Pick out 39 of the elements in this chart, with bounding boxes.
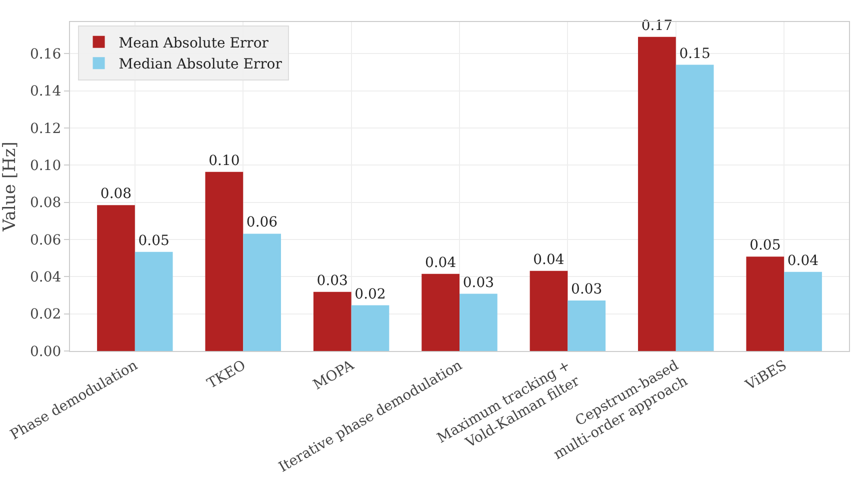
bar (460, 294, 498, 351)
data-label: 0.04 (533, 252, 564, 268)
y-axis-title: Value [Hz] (0, 142, 20, 232)
bar (243, 234, 281, 351)
data-label: 0.15 (679, 46, 710, 62)
bar (638, 36, 676, 351)
text: 0.08 (30, 195, 62, 212)
bar (351, 305, 390, 351)
bar (422, 274, 460, 351)
data-label: 0.04 (424, 254, 456, 271)
text: 0.16 (30, 46, 62, 62)
text: 0.06 (30, 232, 62, 248)
text: 0.04 (30, 270, 62, 286)
data-label: 0.10 (208, 152, 240, 169)
bar (205, 172, 244, 351)
text: 0.02 (30, 306, 62, 323)
data-label: 0.05 (138, 232, 170, 249)
data-label: 0.04 (787, 252, 819, 269)
bar (134, 252, 173, 351)
bar (313, 292, 352, 351)
data-label: 0.03 (571, 281, 602, 298)
data-label: 0.08 (100, 186, 132, 202)
legend-label: Median Absolute Error (118, 56, 282, 73)
legend-label: Mean Absolute Error (118, 35, 269, 52)
text: 0.12 (30, 120, 62, 137)
data-label: 0.03 (462, 274, 494, 291)
data-label: 0.05 (750, 238, 781, 254)
data-label: 0.02 (354, 286, 386, 302)
bar (784, 272, 822, 351)
text: 0.00 (30, 344, 62, 360)
bar (746, 256, 784, 351)
bar (530, 270, 568, 351)
text: 0.10 (30, 158, 62, 174)
bar (676, 64, 714, 351)
data-label: 0.03 (316, 272, 348, 289)
data-label: 0.06 (246, 214, 278, 231)
bar (568, 300, 606, 351)
text: 0.14 (30, 84, 62, 100)
bar (97, 205, 135, 351)
